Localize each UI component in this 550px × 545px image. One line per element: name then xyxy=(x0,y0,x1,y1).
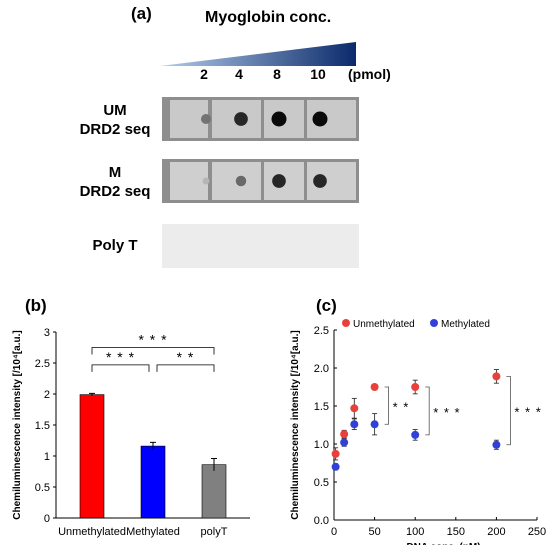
data-point xyxy=(340,430,349,439)
scatter-chart-c: 0.0 0.5 1.0 1.5 2.0 2.5 0 50 100 150 200 250 DNA con… xyxy=(290,319,546,545)
x-axis-label: DNA conc. (nM) xyxy=(406,542,480,545)
blot-strip xyxy=(162,224,359,268)
blot-dot xyxy=(313,174,327,188)
y-tick-label: 1.5 xyxy=(314,401,329,413)
row-label-line1: Poly T xyxy=(92,237,138,254)
legend-marker xyxy=(430,319,438,327)
y-axis-label: Chemiluminescence intensity [/10⁴[a.u.] xyxy=(290,330,301,519)
panel-a-label: (a) xyxy=(131,4,152,23)
significance-label: * * xyxy=(393,400,410,415)
significance-label: * * * xyxy=(138,332,167,348)
blot-row-label: M DRD2 seq xyxy=(70,163,160,201)
data-point xyxy=(492,372,501,381)
x-tick-label: 250 xyxy=(528,526,546,538)
row-label-line2: DRD2 seq xyxy=(79,183,151,200)
significance-bracket xyxy=(91,364,150,372)
pmol-unit: (pmol) xyxy=(348,66,391,82)
bar xyxy=(201,464,227,519)
blot-dot xyxy=(271,111,287,127)
data-point xyxy=(340,438,349,447)
bar-chart-b: 0 0.5 1 1.5 2 2.5 3 Chemiluminescence intensity… xyxy=(12,327,250,538)
significance-label: * * * xyxy=(106,349,135,365)
row-label-line2: DRD2 seq xyxy=(79,121,151,138)
lane-label: 8 xyxy=(273,66,281,82)
lane-label: 4 xyxy=(235,66,243,82)
blot-strip xyxy=(162,159,359,203)
legend-marker xyxy=(342,319,350,327)
y-tick-label: 0 xyxy=(44,513,50,525)
blot-well xyxy=(170,162,208,200)
y-tick-label: 3 xyxy=(44,327,50,339)
data-point xyxy=(370,420,379,429)
significance-bracket xyxy=(506,375,511,446)
significance-bracket xyxy=(384,386,389,425)
y-tick-label: 2.5 xyxy=(35,358,50,370)
data-point xyxy=(350,404,359,413)
significance-bracket xyxy=(91,347,215,355)
data-point xyxy=(370,383,379,391)
row-label-line1: UM xyxy=(103,102,127,119)
legend-label: Unmethylated xyxy=(353,319,415,330)
significance-label: * * * xyxy=(433,405,460,420)
x-tick-label: 0 xyxy=(331,526,337,538)
data-point xyxy=(350,420,359,429)
x-tick-label: polyT xyxy=(201,526,228,538)
blot-row-label: Poly T xyxy=(70,236,160,255)
data-point xyxy=(411,383,420,391)
blot-strip xyxy=(162,97,359,141)
data-point xyxy=(411,430,420,439)
x-tick-label: Methylated xyxy=(126,526,180,538)
x-tick-label: Unmethylated xyxy=(58,526,126,538)
y-tick-label: 2.0 xyxy=(314,363,329,375)
data-point xyxy=(331,462,340,471)
x-tick-label: 50 xyxy=(368,526,380,538)
x-tick-label: 150 xyxy=(447,526,465,538)
y-tick-label: 0.5 xyxy=(35,482,50,494)
significance-bracket xyxy=(425,386,430,436)
blot-dot xyxy=(235,175,247,187)
data-point xyxy=(331,449,340,458)
blot-dot xyxy=(312,111,328,127)
y-tick-label: 1.5 xyxy=(35,420,50,432)
myoglobin-title: Myoglobin conc. xyxy=(205,9,332,26)
y-tick-label: 0.0 xyxy=(314,515,329,527)
significance-label: * * * xyxy=(514,405,541,420)
y-tick-label: 1.0 xyxy=(314,439,329,451)
panel-c-label: (c) xyxy=(316,296,337,315)
y-tick-label: 0.5 xyxy=(314,477,329,489)
bar xyxy=(79,394,105,519)
blot-dot xyxy=(200,113,212,125)
row-label-line1: M xyxy=(108,164,122,181)
data-point xyxy=(492,440,501,449)
y-tick-label: 1 xyxy=(44,451,50,463)
panel-b-label: (b) xyxy=(25,296,47,315)
x-tick-label: 200 xyxy=(487,526,505,538)
lane-label: 10 xyxy=(310,66,326,82)
lane-label: 2 xyxy=(200,66,208,82)
significance-bracket xyxy=(156,364,215,372)
blot-dot xyxy=(202,177,210,185)
y-tick-label: 2 xyxy=(44,389,50,401)
y-axis-label: Chemiluminescence intensity [/10⁴[a.u.] xyxy=(12,330,23,519)
x-tick-label: 100 xyxy=(406,526,424,538)
blot-dot xyxy=(234,112,248,126)
legend-label: Methylated xyxy=(441,319,490,330)
blot-dot xyxy=(272,174,286,188)
blot-membrane xyxy=(162,224,359,268)
significance-label: * * xyxy=(177,349,195,365)
bar xyxy=(140,445,166,519)
concentration-gradient-wedge xyxy=(160,42,356,66)
blot-row-label: UM DRD2 seq xyxy=(70,101,160,139)
y-tick-label: 2.5 xyxy=(314,325,329,337)
